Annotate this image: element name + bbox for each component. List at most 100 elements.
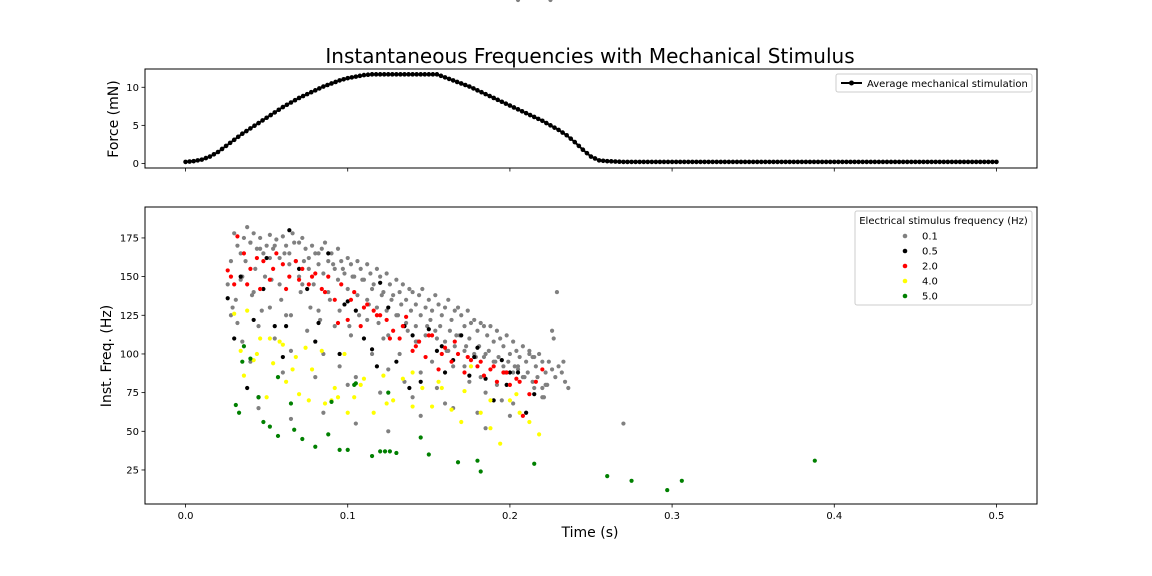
frequency-point-4.0 (488, 398, 493, 403)
force-point (511, 105, 517, 110)
force-point (787, 159, 792, 165)
force-point (276, 107, 282, 113)
force-point (345, 75, 351, 81)
frequency-point-2.0 (378, 313, 383, 318)
frequency-point-0.1 (348, 333, 354, 338)
force-point (398, 72, 403, 77)
frequency-point-2.0 (491, 364, 496, 369)
frequency-point-2.0 (436, 367, 441, 372)
frequency-point-0.1 (511, 339, 516, 344)
frequency-point-0.1 (308, 305, 313, 310)
frequency-point-2.0 (300, 266, 305, 271)
frequency-point-2.0 (404, 314, 409, 319)
frequency-point-0.1 (524, 359, 529, 364)
frequency-point-0.1 (280, 370, 285, 375)
frequency-point-0.1 (369, 286, 375, 292)
frequency-point-2.0 (339, 282, 344, 287)
frequency-point-5.0 (665, 487, 670, 493)
force-point (657, 159, 663, 165)
force-point (369, 72, 375, 77)
frequency-point-5.0 (426, 452, 431, 457)
force-point (641, 159, 647, 165)
frequency-point-0.5 (499, 358, 504, 363)
frequency-x-ticks: 0.0 0.1 0.2 0.3 0.4 0.5 (178, 504, 1004, 522)
frequency-point-5.0 (275, 375, 281, 380)
frequency-point-4.0 (271, 361, 276, 366)
force-point (661, 159, 667, 165)
frequency-point-0.1 (621, 421, 626, 426)
frequency-point-0.1 (485, 333, 490, 338)
frequency-point-4.0 (290, 367, 295, 372)
frequency-point-0.5 (245, 385, 250, 391)
frequency-point-2.0 (345, 317, 350, 323)
frequency-point-5.0 (455, 460, 461, 465)
force-point (223, 143, 229, 149)
force-point (422, 72, 428, 77)
frequency-point-0.5 (507, 370, 513, 375)
frequency-point-5.0 (532, 461, 537, 466)
force-point (434, 72, 440, 77)
frequency-point-2.0 (475, 364, 480, 369)
force-point (848, 159, 853, 165)
frequency-legend-label-4.0: 4.0 (922, 277, 938, 288)
frequency-point-0.1 (274, 237, 279, 242)
frequency-point-4.0 (449, 407, 454, 412)
force-point (357, 73, 363, 79)
force-point (937, 159, 942, 165)
frequency-point-2.0 (332, 297, 337, 302)
frequency-point-0.1 (271, 246, 276, 251)
force-point (909, 159, 914, 165)
force-point (540, 118, 545, 124)
frequency-point-0.1 (506, 359, 511, 364)
frequency-point-0.1 (256, 405, 261, 411)
frequency-point-0.1 (316, 262, 321, 267)
force-point (272, 110, 278, 115)
frequency-point-0.1 (418, 413, 423, 418)
frequency-point-5.0 (605, 474, 610, 479)
frequency-point-0.1 (439, 313, 444, 318)
frequency-point-4.0 (245, 308, 250, 313)
frequency-legend-swatch-4.0 (902, 278, 908, 284)
frequency-point-4.0 (439, 385, 444, 391)
frequency-point-0.1 (515, 364, 521, 369)
force-point (694, 159, 699, 165)
frequency-x-tick-label: 0.0 (178, 511, 194, 522)
frequency-point-0.1 (389, 297, 394, 302)
force-point (718, 159, 724, 165)
force-point (321, 84, 326, 89)
frequency-point-0.1 (429, 308, 435, 313)
frequency-point-4.0 (361, 376, 367, 381)
frequency-point-0.1 (292, 240, 297, 245)
force-point (965, 159, 971, 165)
frequency-point-0.1 (530, 379, 535, 384)
frequency-point-5.0 (275, 433, 281, 439)
frequency-point-0.1 (245, 225, 250, 230)
frequency-point-0.1 (525, 370, 530, 375)
frequency-point-0.1 (522, 375, 527, 380)
frequency-point-0.1 (290, 231, 295, 236)
force-legend: Average mechanical stimulation (835, 73, 1033, 93)
frequency-point-2.0 (228, 274, 234, 279)
frequency-point-0.1 (399, 302, 404, 307)
frequency-point-2.0 (387, 336, 392, 341)
frequency-point-5.0 (352, 382, 357, 387)
frequency-point-0.1 (413, 302, 418, 307)
frequency-point-0.5 (459, 333, 464, 338)
force-point (187, 159, 192, 164)
frequency-y-axis-label: Inst. Freq. (Hz) (99, 305, 115, 407)
frequency-point-0.1 (326, 259, 331, 264)
force-point (227, 140, 233, 146)
frequency-point-0.1 (251, 231, 256, 236)
force-y-ticks: 0 5 10 (126, 83, 145, 170)
force-point (900, 159, 906, 165)
frequency-point-0.1 (254, 246, 260, 251)
frequency-point-4.0 (420, 385, 425, 391)
frequency-x-tick-label: 0.1 (340, 511, 356, 522)
frequency-point-2.0 (309, 274, 315, 279)
frequency-point-0.1 (410, 289, 415, 295)
x-axis-label: Time (s) (561, 525, 619, 541)
frequency-point-4.0 (251, 358, 256, 363)
frequency-point-0.5 (225, 296, 230, 301)
frequency-point-0.1 (540, 359, 545, 364)
force-point (677, 159, 683, 165)
